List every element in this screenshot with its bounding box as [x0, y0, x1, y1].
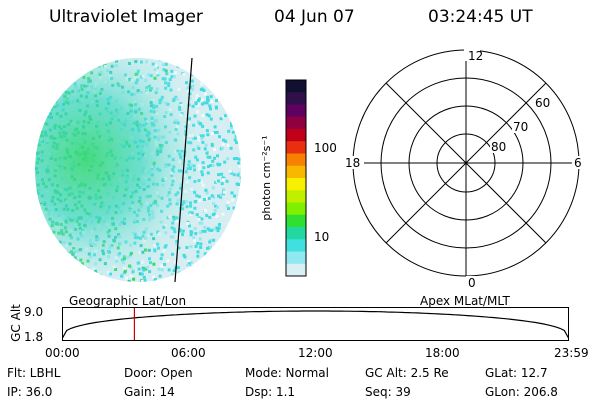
earth-disk-image — [35, 57, 241, 283]
status-mode: Mode: Normal — [245, 366, 329, 380]
app-title: Ultraviolet Imager — [49, 7, 203, 27]
lat-label-60: 60 — [535, 96, 550, 110]
polar-plot: 12 18 6 0 60 70 80 — [342, 49, 584, 290]
status-dsp: Dsp: 1.1 — [245, 385, 296, 399]
status-flt: Flt: LBHL — [7, 366, 61, 380]
status-glon: GLon: 206.8 — [485, 385, 558, 399]
altitude-curve — [62, 310, 570, 339]
time-label: 03:24:45 UT — [428, 7, 533, 27]
geographic-label: Geographic Lat/Lon — [69, 294, 187, 308]
time-tick-2: 12:00 — [298, 346, 333, 360]
colorbar-tick-100: 100 — [314, 141, 337, 155]
status-gain: Gain: 14 — [124, 385, 175, 399]
lat-label-70: 70 — [513, 120, 528, 134]
colorbar-label: photon cm⁻²s⁻¹ — [262, 135, 273, 220]
time-tick-3: 18:00 — [425, 346, 460, 360]
colorbar-tick-10: 10 — [314, 230, 330, 244]
altitude-plot — [62, 307, 570, 341]
time-tick-4: 23:59 — [554, 346, 589, 360]
gc-alt-axis-label: GC Alt — [9, 304, 23, 342]
lat-label-80: 80 — [491, 140, 506, 154]
status-ip: IP: 36.0 — [7, 385, 53, 399]
alt-y-bottom: 1.8 — [24, 330, 44, 344]
colorbar: photon cm⁻²s⁻¹ — [262, 79, 307, 277]
mlt-label-6: 6 — [574, 156, 582, 170]
status-seq: Seq: 39 — [365, 385, 411, 399]
terminator-line — [174, 57, 193, 283]
mlt-label-18: 18 — [345, 156, 360, 170]
time-tick-1: 06:00 — [171, 346, 206, 360]
status-gc-alt: GC Alt: 2.5 Re — [365, 366, 449, 380]
status-door: Door: Open — [124, 366, 193, 380]
status-glat: GLat: 12.7 — [485, 366, 548, 380]
date-label: 04 Jun 07 — [274, 7, 355, 27]
time-tick-0: 00:00 — [45, 346, 80, 360]
apex-label: Apex MLat/MLT — [420, 294, 510, 308]
diagonal-line-2 — [385, 82, 547, 244]
alt-y-top: 9.0 — [24, 305, 44, 319]
mlt-label-12: 12 — [468, 49, 483, 63]
mlt-label-0: 0 — [468, 276, 476, 290]
